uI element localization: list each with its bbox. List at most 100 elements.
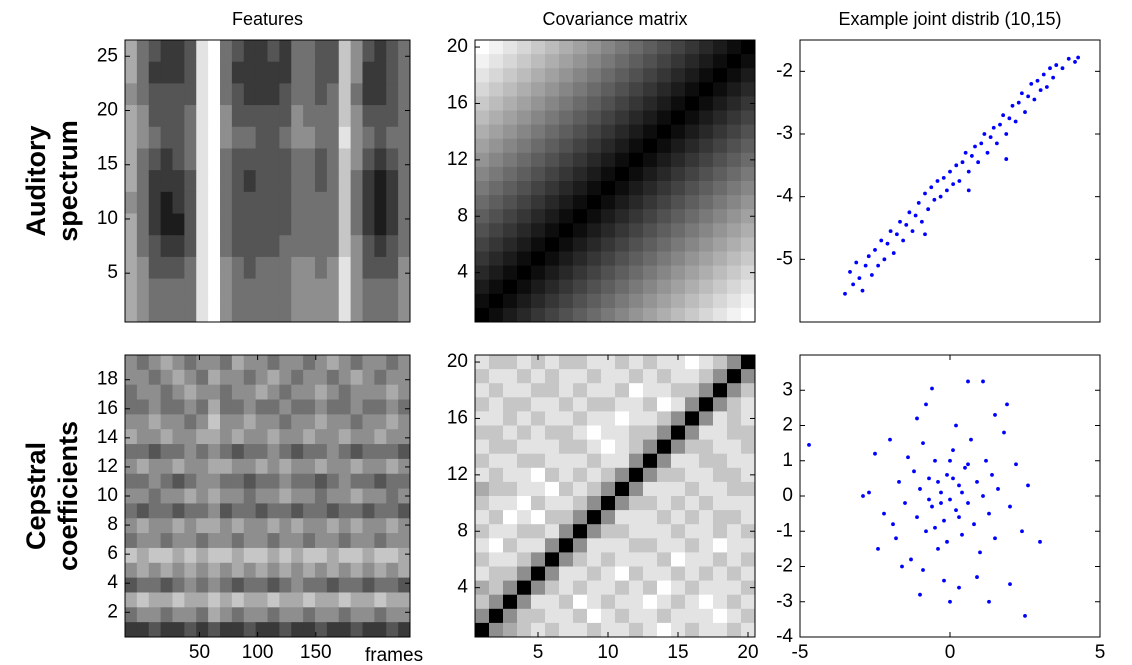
heat-cell [727,293,742,309]
heat-cell [671,425,686,440]
heat-cell [657,622,672,638]
heat-cell [362,83,375,106]
heat-cell [517,68,532,83]
heat-cell [573,481,588,497]
heat-cell [136,369,150,386]
heat-cell [374,300,387,323]
heat-cell [657,152,672,168]
heat-cell [587,383,602,398]
heat-cell [671,580,686,596]
y-tick-label: 18 [97,369,118,390]
heat-cell [231,278,245,301]
heat-cell [208,355,221,371]
heat-cell [148,607,162,623]
heat-cell [398,105,411,128]
heat-cell [267,384,280,400]
heat-cell [160,148,173,171]
heat-cell [196,429,209,445]
point [966,379,970,384]
heat-cell [475,411,490,426]
heat-cell [615,279,630,295]
heat-cell [657,96,672,111]
point [957,483,961,488]
heat-cell [338,518,352,534]
heat-cell [517,251,532,266]
heat-cell [587,369,602,384]
heat-cell [713,524,728,539]
heat-cell [148,191,162,214]
heat-cell [587,552,602,567]
heat-cell [231,399,245,415]
heat-cell [374,170,387,193]
heat-cell [220,503,233,519]
heat-cell [517,82,532,97]
point [1051,75,1056,80]
heat-cell [386,191,399,214]
heat-cell [326,355,340,371]
heat-cell [160,488,173,504]
y-tick-label: 10 [97,208,118,229]
point [1038,539,1042,544]
heat-cell [699,209,714,224]
heat-cell [671,223,686,238]
heat-cell [475,425,490,440]
heat-cell [291,458,304,475]
heat-cell [699,524,714,539]
heat-cell [148,278,162,301]
heat-cell [559,181,574,196]
heat-cell [350,444,363,460]
heat-cell [172,355,185,371]
heat-cell [184,235,197,258]
heat-cell [615,496,630,511]
heat-cell [615,383,630,398]
heat-cell [587,279,602,295]
y-tick-label: 12 [447,149,468,170]
heat-cell [713,152,728,168]
heat-cell [362,369,375,386]
heat-cell [587,138,602,154]
heat-cell [475,166,490,182]
heat-cell [699,608,714,624]
heat-cell [601,223,616,238]
heat-cell [573,538,588,553]
heat-cell [255,592,268,608]
heat-cell [657,496,672,511]
heat-cell [148,547,162,564]
heat-cell [148,592,162,608]
heat-cell [386,444,399,460]
heat-cell [727,510,742,525]
heat-cell [231,40,245,63]
heat-cell [517,166,532,182]
heat-cell [231,473,245,489]
heat-cell [699,355,714,370]
heat-cell [148,170,162,193]
heat-cell [338,547,352,564]
heat-cell [338,369,352,386]
heat-cell [362,488,375,504]
heat-cell [531,552,546,567]
point [888,229,893,234]
heat-cell [713,293,728,309]
heat-cell [573,237,588,252]
heat-cell [671,68,686,83]
heat-cell [220,256,233,280]
heat-cell [255,547,268,564]
heat-cell [291,518,304,534]
heat-cell [125,458,138,475]
heat-cell [573,181,588,196]
heat-cell [125,105,138,128]
heat-cell [303,429,316,445]
heat-cell [208,369,221,386]
heat-cell [338,399,352,415]
point [1002,430,1006,435]
heat-cell [350,148,363,171]
heat-cell [531,538,546,553]
heat-cell [601,397,616,412]
heat-cell [699,552,714,567]
heat-cell [713,223,728,238]
point [927,497,931,502]
y-tick-label: -4 [776,626,793,647]
heat-cell [531,411,546,426]
heat-cell [291,488,304,504]
point [960,160,965,165]
